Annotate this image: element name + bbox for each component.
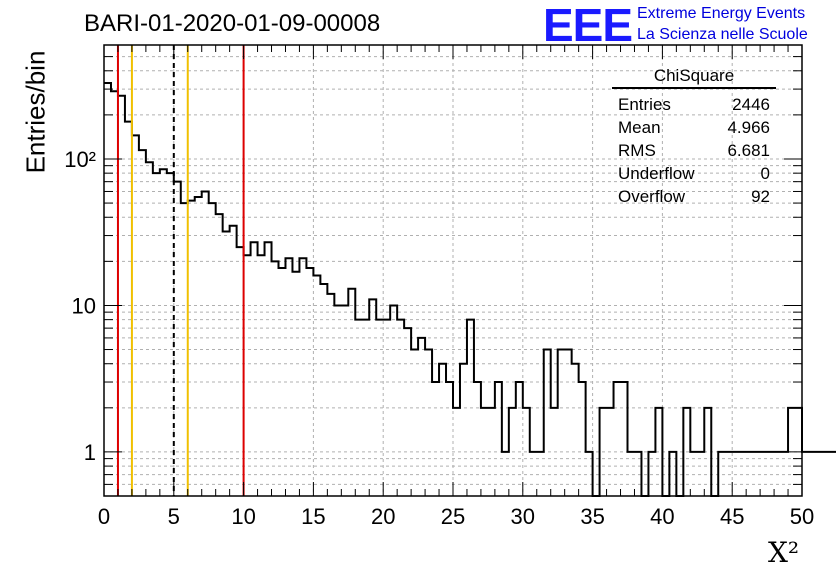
stats-value: 92 bbox=[751, 187, 770, 206]
stats-value: 2446 bbox=[732, 95, 770, 114]
x-tick-label: 20 bbox=[371, 504, 395, 529]
x-tick-label: 50 bbox=[790, 504, 814, 529]
stats-value: 6.681 bbox=[727, 141, 770, 160]
stats-label: Mean bbox=[618, 118, 661, 137]
y-tick-label: 10 bbox=[72, 293, 96, 318]
chart-title: BARI-01-2020-01-09-00008 bbox=[84, 10, 381, 37]
stats-row-overflow: Overflow 92 bbox=[612, 185, 776, 208]
stats-title: ChiSquare bbox=[612, 66, 776, 89]
y-tick-label: 1 bbox=[84, 440, 96, 465]
stats-row-mean: Mean 4.966 bbox=[612, 116, 776, 139]
x-tick-label: 40 bbox=[650, 504, 674, 529]
x-tick-label: 30 bbox=[511, 504, 535, 529]
x-tick-label: 45 bbox=[720, 504, 744, 529]
x-tick-label: 5 bbox=[168, 504, 180, 529]
stats-box: ChiSquare Entries 2446 Mean 4.966 RMS 6.… bbox=[612, 66, 776, 208]
axes: 0 5 10 15 20 25 30 35 40 45 50 1 10 10² bbox=[64, 44, 814, 529]
x-axis-label: X² bbox=[768, 536, 800, 569]
vertical-lines bbox=[116, 45, 245, 496]
stats-label: Entries bbox=[618, 95, 671, 114]
stats-value: 0 bbox=[760, 164, 770, 183]
stats-label: Overflow bbox=[618, 187, 686, 206]
x-tick-label: 0 bbox=[98, 504, 110, 529]
stats-row-rms: RMS 6.681 bbox=[612, 139, 776, 162]
logo-line-1: Extreme Energy Events bbox=[637, 5, 806, 22]
stats-label: RMS bbox=[618, 141, 656, 160]
x-tick-label: 25 bbox=[441, 504, 465, 529]
logo-line-2: La Scienza nelle Scuole bbox=[637, 26, 808, 43]
y-tick-label: 10² bbox=[64, 147, 96, 172]
logo-mark: EEE bbox=[543, 0, 633, 51]
histogram bbox=[104, 82, 836, 497]
stats-row-underflow: Underflow 0 bbox=[612, 162, 776, 185]
stats-row-entries: Entries 2446 bbox=[612, 93, 776, 116]
histogram-outline bbox=[104, 82, 836, 497]
x-tick-label: 10 bbox=[231, 504, 255, 529]
stats-value: 4.966 bbox=[727, 118, 770, 137]
stats-label: Underflow bbox=[618, 164, 695, 183]
x-tick-label: 15 bbox=[301, 504, 325, 529]
x-tick-label: 35 bbox=[580, 504, 604, 529]
